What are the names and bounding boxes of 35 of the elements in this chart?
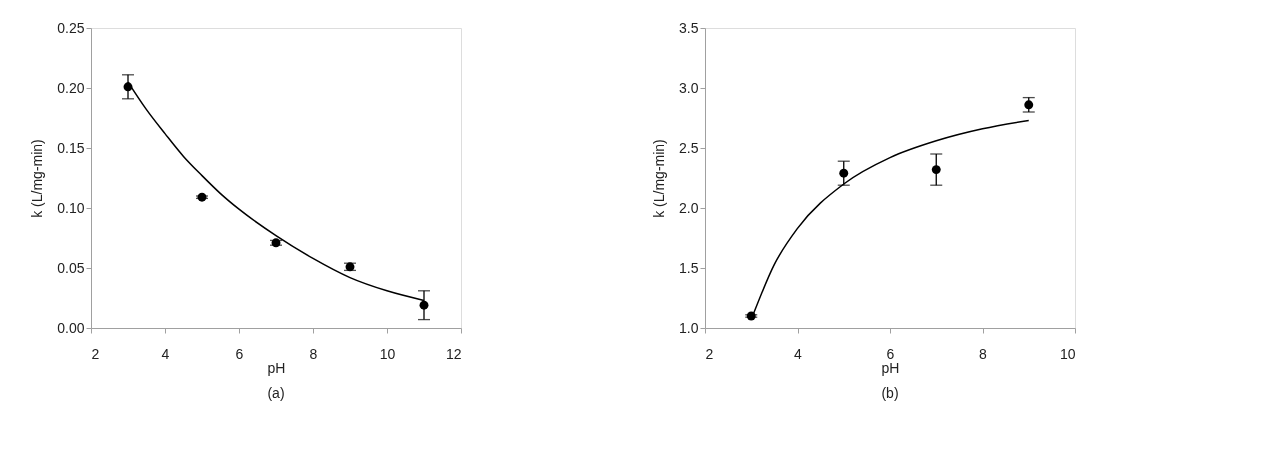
y-tick-label: 2.5 xyxy=(679,139,699,156)
y-tick-label: 0.05 xyxy=(57,259,85,276)
y-tick-label: 0.00 xyxy=(57,319,85,336)
point xyxy=(1024,100,1034,110)
y-tick-label: 1.5 xyxy=(679,259,699,276)
point xyxy=(419,300,429,310)
x-tick-label: 12 xyxy=(445,345,462,362)
y-axis-title: k (L/mg-min) xyxy=(651,139,668,218)
x-tick-label: 10 xyxy=(1059,345,1076,362)
y-tick-label: 0.25 xyxy=(57,19,85,36)
y-tick-label: 3.5 xyxy=(679,19,699,36)
y-tick-label: 3.0 xyxy=(679,79,699,96)
y-axis-title: k (L/mg-min) xyxy=(29,139,46,218)
y-tick-label: 0.10 xyxy=(57,199,85,216)
y-tick-label: 1.0 xyxy=(679,319,699,336)
x-tick-label: 10 xyxy=(379,345,396,362)
point xyxy=(197,192,207,202)
point xyxy=(839,168,849,178)
y-tick-label: 0.20 xyxy=(57,79,85,96)
y-tick-label: 0.15 xyxy=(57,139,85,156)
x-tick-label: 6 xyxy=(235,345,244,362)
y-tick-label: 2.0 xyxy=(679,199,699,216)
x-tick-label: 4 xyxy=(794,345,803,362)
point xyxy=(931,165,941,175)
x-axis-title: pH xyxy=(267,359,286,376)
x-tick-label: 4 xyxy=(161,345,170,362)
x-tick-label: 8 xyxy=(309,345,318,362)
point xyxy=(746,311,756,321)
x-axis-title: pH xyxy=(881,359,900,376)
x-tick-label: 8 xyxy=(979,345,988,362)
text: (b) xyxy=(881,385,899,401)
text: (a) xyxy=(267,385,285,401)
x-tick-label: 2 xyxy=(705,345,714,362)
x-tick-label: 6 xyxy=(886,345,895,362)
x-tick-label: 2 xyxy=(91,345,100,362)
